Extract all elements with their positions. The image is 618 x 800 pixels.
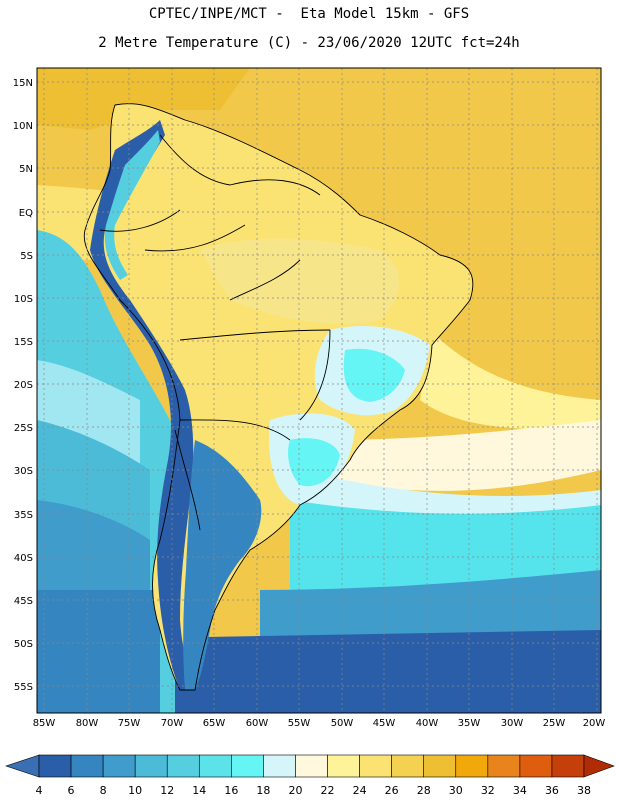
colorbar-swatch <box>263 754 296 778</box>
lat-label: 15S <box>14 337 33 348</box>
latitude-labels: 15N 10N 5N EQ 5S 10S 15S 20S 25S 30S 35S… <box>13 78 33 693</box>
lon-label: 30W <box>501 718 524 729</box>
lon-label: 20W <box>583 718 606 729</box>
colorbar-tick-label: 4 <box>36 784 43 797</box>
colorbar-swatch <box>231 754 264 778</box>
colorbar-swatch <box>134 754 168 778</box>
cyan-southern-atlantic <box>290 500 601 600</box>
colorbar-swatch <box>295 754 328 778</box>
colorbar-swatch <box>455 754 489 778</box>
borders <box>83 103 474 691</box>
patagonia-blue <box>183 440 262 690</box>
gridlines <box>37 68 601 713</box>
colorbar-swatch <box>70 754 104 778</box>
colorbar-tick-label: 22 <box>321 784 335 797</box>
colorbar-tick-label: 34 <box>513 784 527 797</box>
colorbar-tick-label: 6 <box>68 784 75 797</box>
lon-label: 25W <box>543 718 566 729</box>
lon-label: 40W <box>416 718 439 729</box>
pacific-blue <box>37 590 160 713</box>
mild-band-south-atlantic <box>330 420 601 491</box>
colorbar-swatch <box>423 754 457 778</box>
lat-label: EQ <box>19 208 33 219</box>
cool-uruguay <box>288 438 340 487</box>
warm-band-south-atlantic <box>420 330 601 430</box>
colorbar-tick-label: 32 <box>481 784 495 797</box>
midblue-southern-ocean <box>260 570 601 640</box>
lat-label: 25S <box>14 423 33 434</box>
lat-label: 45S <box>14 596 33 607</box>
lon-label: 60W <box>246 718 269 729</box>
colorbar-tick-label: 24 <box>353 784 367 797</box>
longitude-labels: 85W 80W 75W 70W 65W 60W 55W 50W 45W 40W … <box>33 718 606 729</box>
colorbar-swatch <box>166 754 200 778</box>
lon-label: 80W <box>76 718 99 729</box>
colorbar-tick-label: 12 <box>160 784 174 797</box>
lat-label: 10N <box>13 121 33 132</box>
lat-label: 40S <box>14 553 33 564</box>
colorbar-swatch <box>198 754 232 778</box>
colorbar-swatch <box>519 754 553 778</box>
lon-label: 65W <box>203 718 226 729</box>
colorbar-tick-label: 36 <box>545 784 559 797</box>
lat-label: 5N <box>19 164 33 175</box>
colorbar-swatch <box>551 754 585 778</box>
colorbar-swatch <box>487 754 521 778</box>
lon-label: 35W <box>458 718 481 729</box>
colorbar-tick-label: 10 <box>128 784 142 797</box>
lat-label: 5S <box>20 251 33 262</box>
colorbar-swatch <box>327 754 360 778</box>
colorbar-tick-label: 38 <box>577 784 591 797</box>
lat-label: 20S <box>14 380 33 391</box>
lat-label: 35S <box>14 510 33 521</box>
colorbar-tick-label: 28 <box>417 784 431 797</box>
lon-label: 75W <box>118 718 141 729</box>
colorbar-tick-label: 30 <box>449 784 463 797</box>
land-interior <box>200 238 399 324</box>
lat-label: 55S <box>14 682 33 693</box>
colorbar-swatch <box>38 754 72 778</box>
colorbar-tick-label: 18 <box>256 784 270 797</box>
lon-label: 55W <box>288 718 311 729</box>
lon-label: 85W <box>33 718 56 729</box>
colorbar-swatch <box>359 754 392 778</box>
colorbar-tick-label: 16 <box>224 784 238 797</box>
lat-label: 30S <box>14 466 33 477</box>
lon-label: 50W <box>331 718 354 729</box>
lat-label: 10S <box>14 294 33 305</box>
colorbar-swatch <box>102 754 136 778</box>
chart-title-line1: CPTEC/INPE/MCT - Eta Model 15km - GFS <box>148 6 470 22</box>
colorbar-tick-label: 20 <box>288 784 302 797</box>
lat-label: 15N <box>13 78 33 89</box>
map-frame <box>36 67 602 714</box>
andes-cold-strip <box>90 120 200 690</box>
colorbar-arrow-high <box>583 754 615 778</box>
map-fields <box>37 68 601 713</box>
colorbar-tick-label: 14 <box>192 784 206 797</box>
colorbar-tick-label: 26 <box>385 784 399 797</box>
colorbar-tick-label: 8 <box>100 784 107 797</box>
lon-label: 45W <box>373 718 396 729</box>
andes-north-cyan <box>104 130 160 280</box>
colorbar-arrow-low <box>5 754 40 778</box>
pale-band <box>300 470 601 520</box>
colorbar: 4 6 8 10 12 14 16 18 20 22 24 26 28 30 32 34 36 38 <box>5 754 615 797</box>
lon-label: 70W <box>161 718 184 729</box>
colorbar-swatch <box>391 754 425 778</box>
cool-highlands <box>343 348 405 402</box>
chart-title-line2: 2 Metre Temperature (C) - 23/06/2020 12U… <box>98 35 520 51</box>
hot-zone-north <box>37 68 250 130</box>
lat-label: 50S <box>14 639 33 650</box>
